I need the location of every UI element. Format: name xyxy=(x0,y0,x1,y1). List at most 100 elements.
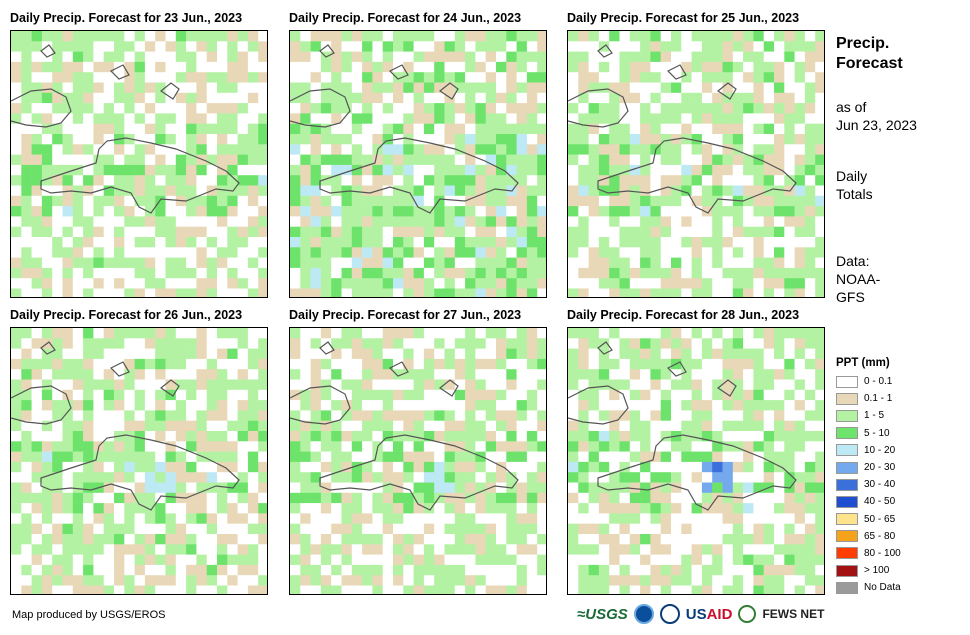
precip-grid-cell xyxy=(310,31,322,42)
precip-grid-cell xyxy=(144,472,156,483)
precip-grid-cell xyxy=(588,92,600,104)
precip-grid-cell xyxy=(578,82,589,94)
precip-grid-cell xyxy=(496,338,507,349)
precip-grid-cell xyxy=(41,585,53,594)
precip-grid-cell xyxy=(496,379,507,391)
precip-grid-cell xyxy=(578,257,589,269)
precip-grid-cell xyxy=(598,544,610,555)
precip-grid-cell xyxy=(434,379,445,391)
precip-grid-cell xyxy=(300,338,311,349)
precip-grid-cell xyxy=(496,482,507,494)
precip-grid-cell xyxy=(21,41,32,52)
coastline xyxy=(597,44,613,58)
precip-grid-cell xyxy=(196,237,207,248)
precip-grid-cell xyxy=(196,389,207,401)
precip-grid-cell xyxy=(247,247,259,258)
precip-grid-cell xyxy=(52,503,63,514)
precip-grid-cell xyxy=(11,585,22,594)
precip-grid-cell xyxy=(537,134,546,145)
precip-grid-cell xyxy=(568,267,579,279)
precip-grid-cell xyxy=(413,379,425,391)
precip-grid-cell xyxy=(93,41,104,52)
precip-grid-cell xyxy=(444,400,456,411)
precip-grid-cell xyxy=(578,175,589,186)
precip-grid-cell xyxy=(701,216,713,227)
precip-grid-cell xyxy=(671,164,682,176)
precip-grid-cell xyxy=(609,389,620,401)
precip-grid-cell xyxy=(258,61,267,73)
precip-grid-cell xyxy=(134,420,146,432)
precip-grid-cell xyxy=(31,534,43,545)
precip-grid-cell xyxy=(784,379,795,391)
precip-grid-cell xyxy=(351,61,363,73)
precip-grid-cell xyxy=(619,82,631,94)
precip-grid-cell xyxy=(237,103,249,114)
precip-grid-cell xyxy=(247,257,259,269)
precip-grid-cell xyxy=(537,288,546,297)
precip-grid-cell xyxy=(485,134,497,145)
precip-grid-cell xyxy=(165,461,177,473)
precip-grid-cell xyxy=(217,237,228,248)
precip-grid-cell xyxy=(237,72,249,83)
precip-grid-cell xyxy=(609,369,620,380)
precip-grid-cell xyxy=(175,278,187,289)
precip-grid-cell xyxy=(650,195,661,207)
precip-grid-cell xyxy=(660,472,672,483)
precip-grid-cell xyxy=(609,237,620,248)
precip-grid-cell xyxy=(258,134,267,145)
precip-grid-cell xyxy=(124,216,135,227)
precip-grid-cell xyxy=(300,164,311,176)
precip-grid-cell xyxy=(732,175,744,186)
precip-grid-cell xyxy=(444,154,456,166)
precip-grid-cell xyxy=(598,431,610,442)
precip-grid-cell xyxy=(619,420,631,432)
precip-grid-cell xyxy=(247,431,259,442)
precip-grid-cell xyxy=(743,92,754,104)
precip-grid-cell xyxy=(144,554,156,566)
precip-grid-cell xyxy=(144,564,156,576)
precip-grid-cell xyxy=(382,564,394,576)
precip-grid-cell xyxy=(671,72,682,83)
precip-grid-cell xyxy=(372,72,383,83)
precip-grid-cell xyxy=(681,103,692,114)
precip-grid-cell xyxy=(650,554,661,566)
precip-grid-cell xyxy=(619,288,631,297)
precip-grid-cell xyxy=(124,195,135,207)
precip-grid-cell xyxy=(701,226,713,238)
precip-grid-cell xyxy=(701,523,713,535)
precip-grid-cell xyxy=(341,503,353,514)
precip-grid-cell xyxy=(72,431,84,442)
precip-grid-cell xyxy=(155,389,166,401)
precip-grid-cell xyxy=(227,72,238,83)
precip-grid-cell xyxy=(578,237,589,248)
precip-grid-cell xyxy=(258,554,267,566)
precip-grid-cell xyxy=(114,441,125,452)
precip-grid-cell xyxy=(62,585,74,594)
precip-grid-cell xyxy=(444,461,456,473)
precip-grid-cell xyxy=(382,267,394,279)
precip-grid-cell xyxy=(465,206,476,217)
precip-grid-cell xyxy=(186,338,197,349)
precip-grid-cell xyxy=(691,513,703,524)
precip-grid-cell xyxy=(320,113,332,124)
precip-grid-cell xyxy=(341,400,353,411)
precip-grid-cell xyxy=(41,206,53,217)
precip-grid-cell xyxy=(382,216,394,227)
precip-grid-cell xyxy=(124,523,135,535)
precip-grid-cell xyxy=(526,400,538,411)
legend-swatch xyxy=(836,461,858,474)
precip-grid-cell xyxy=(351,513,363,524)
precip-grid-cell xyxy=(609,175,620,186)
precip-grid-cell xyxy=(114,575,125,586)
precip-grid-cell xyxy=(485,61,497,73)
precip-grid-cell xyxy=(227,513,238,524)
precip-grid-cell xyxy=(475,513,486,524)
precip-grid-cell xyxy=(671,472,682,483)
precip-grid-cell xyxy=(62,134,74,145)
precip-grid-cell xyxy=(217,369,228,380)
precip-grid-cell xyxy=(310,185,322,197)
precip-grid-cell xyxy=(763,41,775,52)
precip-grid-cell xyxy=(701,164,713,176)
precip-grid-cell xyxy=(743,441,754,452)
precip-grid-cell xyxy=(444,216,456,227)
